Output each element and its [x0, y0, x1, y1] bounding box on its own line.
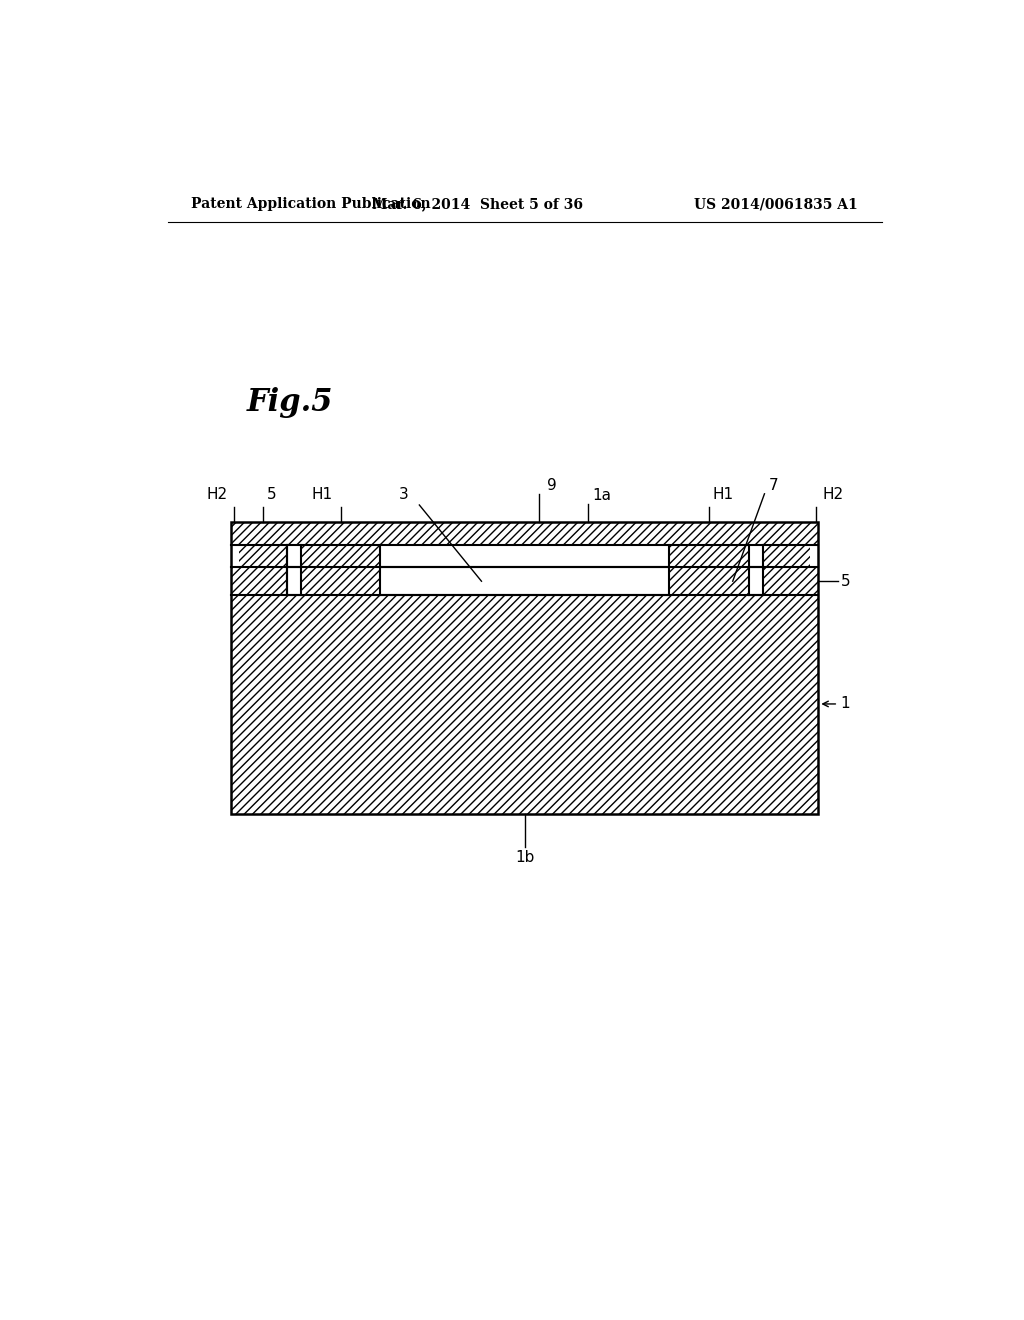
Text: H1: H1 [311, 487, 333, 502]
Text: 9: 9 [547, 478, 557, 492]
Text: H2: H2 [822, 487, 844, 502]
Text: 7: 7 [768, 478, 778, 492]
Bar [240, 545, 287, 568]
Bar [670, 545, 749, 568]
Bar [231, 568, 818, 595]
Bar [231, 523, 818, 545]
Bar [380, 545, 670, 595]
Text: 5: 5 [267, 487, 276, 502]
Bar [231, 523, 818, 814]
Text: 5: 5 [841, 574, 850, 589]
Bar [287, 545, 301, 595]
Text: H1: H1 [713, 487, 734, 502]
Text: H2: H2 [206, 487, 227, 502]
Text: 1b: 1b [515, 850, 535, 865]
Text: Fig.5: Fig.5 [247, 387, 334, 418]
Bar [749, 545, 763, 595]
Text: Mar. 6, 2014  Sheet 5 of 36: Mar. 6, 2014 Sheet 5 of 36 [372, 197, 583, 211]
Bar [763, 545, 811, 568]
Text: Patent Application Publication: Patent Application Publication [191, 197, 431, 211]
Text: 3: 3 [398, 487, 409, 502]
Text: US 2014/0061835 A1: US 2014/0061835 A1 [694, 197, 858, 211]
Bar [231, 595, 818, 814]
Text: 1: 1 [841, 697, 850, 711]
Bar [301, 545, 380, 568]
Text: 1a: 1a [592, 488, 611, 503]
